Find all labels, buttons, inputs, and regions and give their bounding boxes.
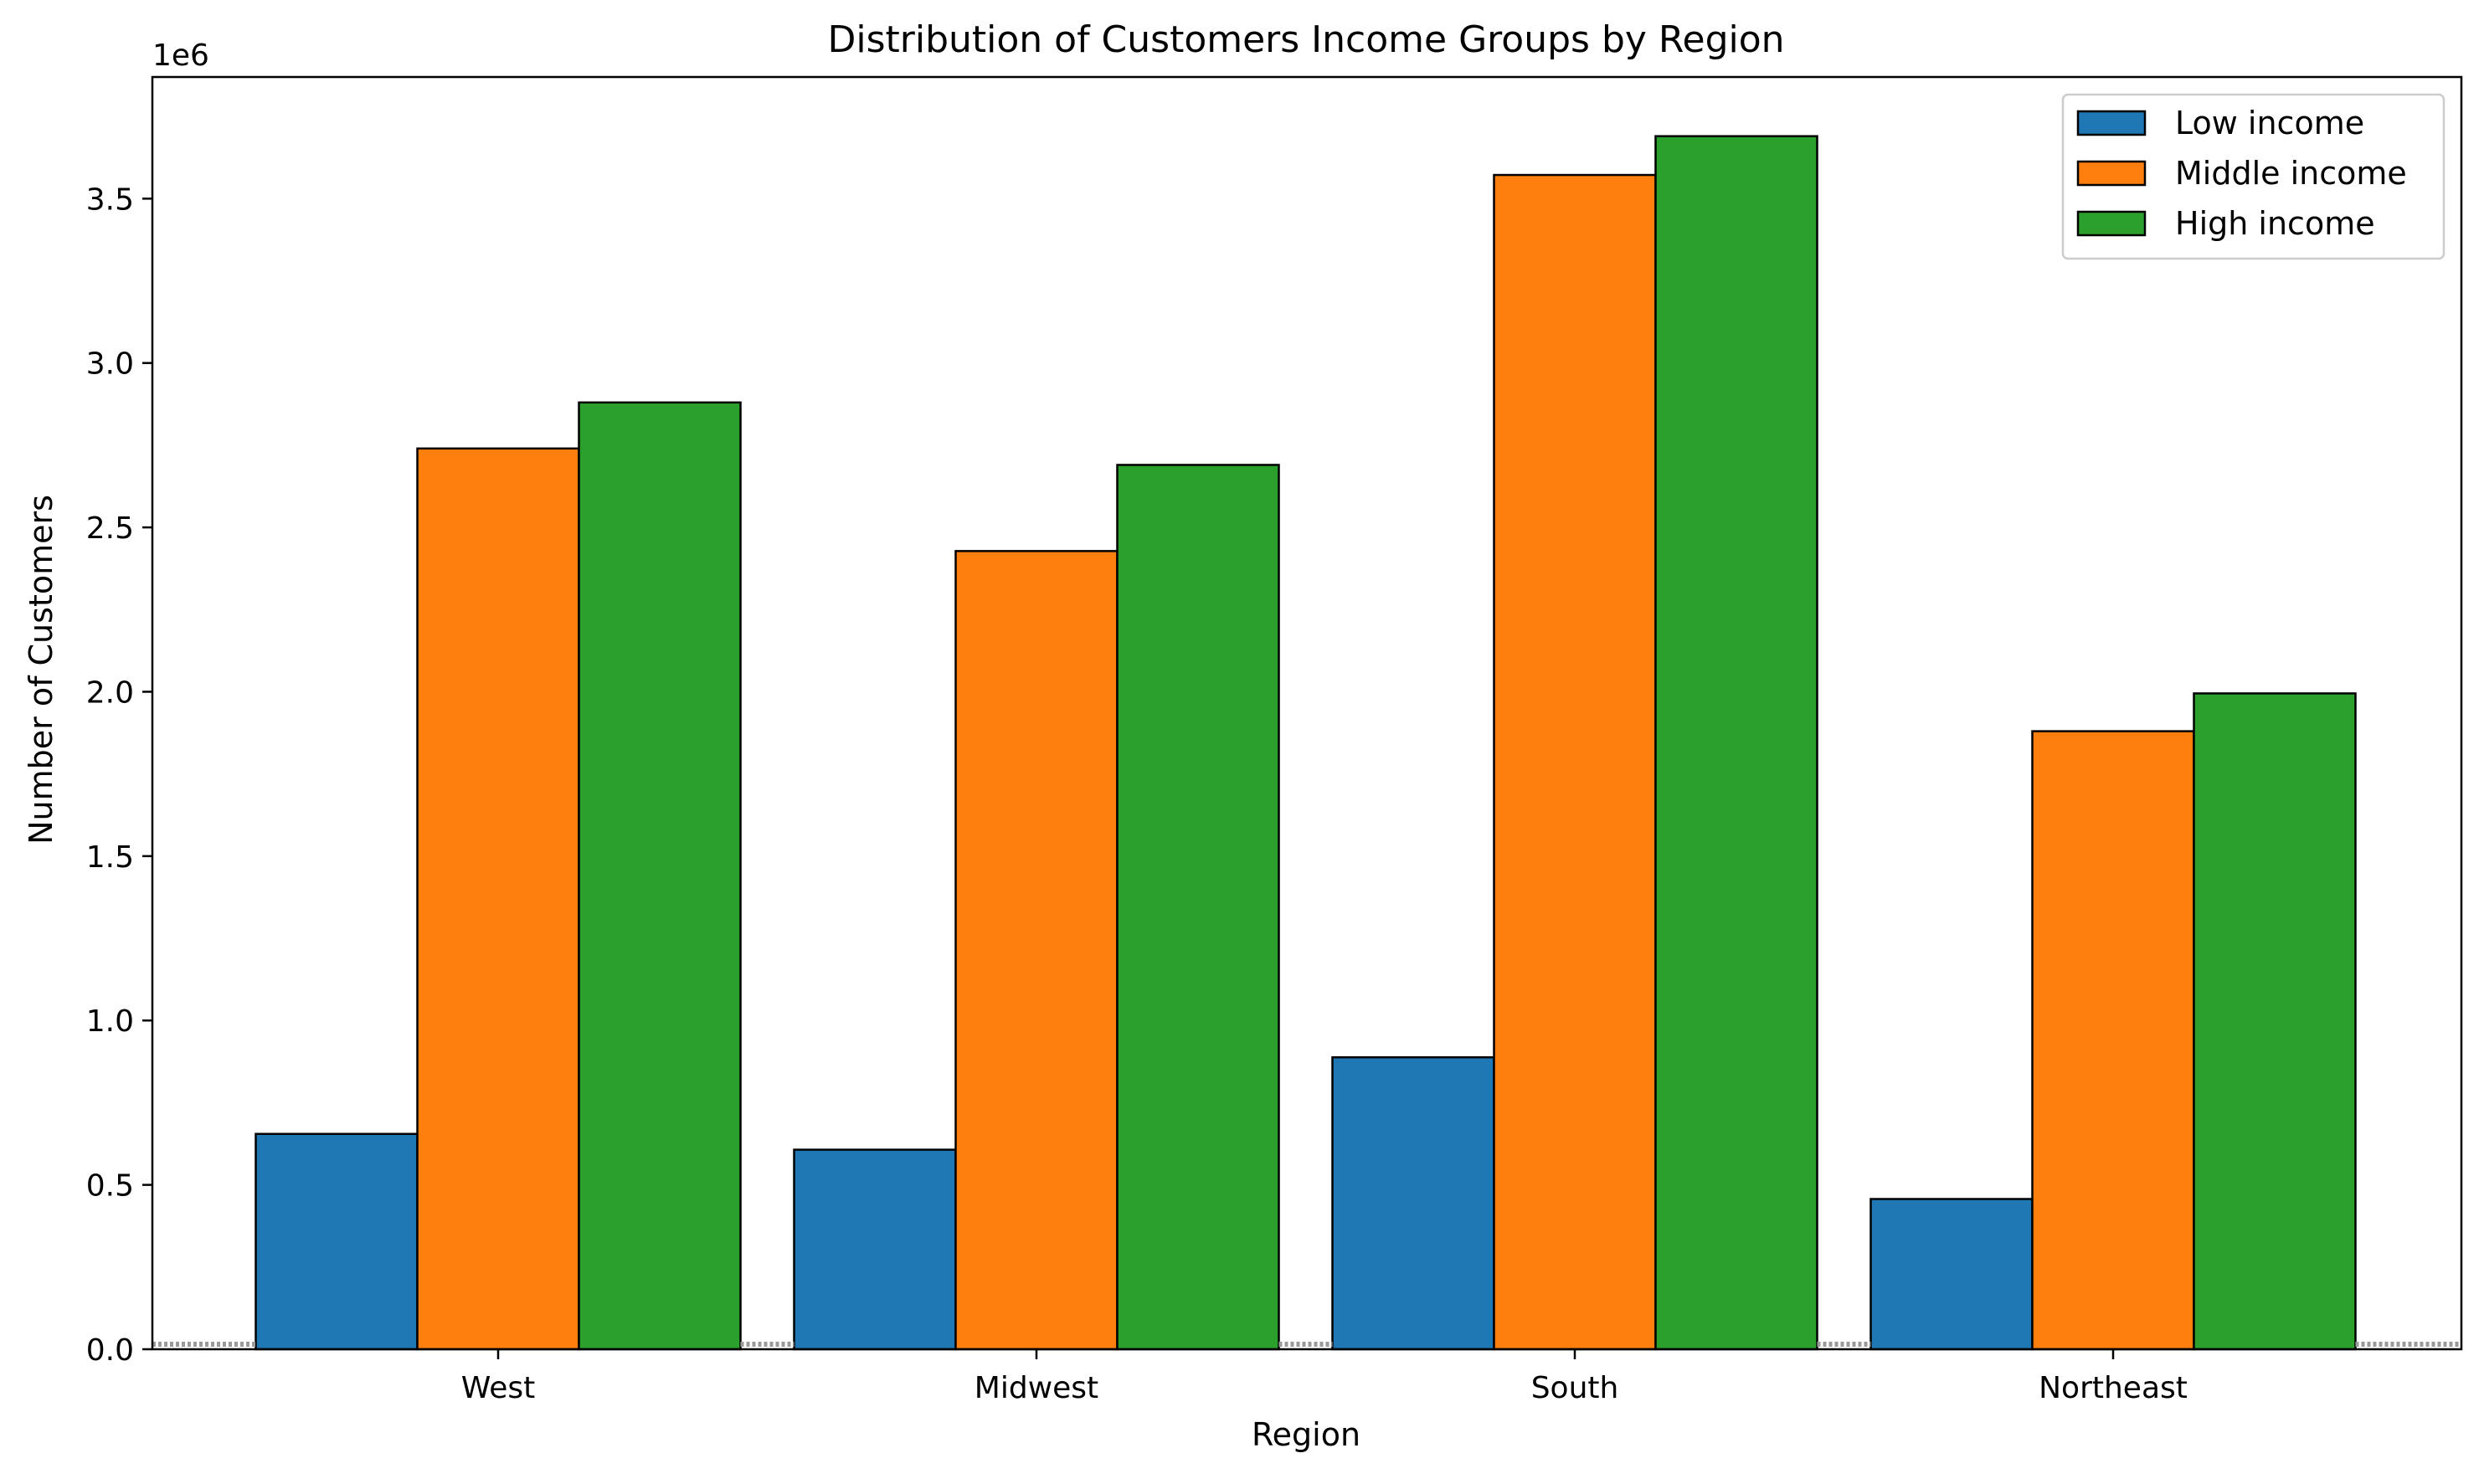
legend-swatch-high-income [2076, 210, 2147, 237]
legend-swatch-low-income [2076, 110, 2147, 136]
bar-northeast-high-income [2193, 692, 2357, 1351]
y-tick-label: 1.5 [86, 840, 134, 875]
plot-area-frame [151, 75, 2463, 1351]
bar-west-middle-income [416, 447, 580, 1351]
y-tick-label: 2.0 [86, 675, 134, 710]
legend-label-low-income: Low income [2175, 105, 2364, 141]
bar-midwest-low-income [793, 1148, 957, 1351]
bar-south-low-income [1331, 1055, 1495, 1351]
y-tick-label: 0.5 [86, 1169, 134, 1204]
x-tick-label-west: West [461, 1371, 536, 1405]
bar-south-middle-income [1493, 173, 1657, 1351]
x-axis-label: Region [1252, 1416, 1360, 1453]
x-tick-label-northeast: Northeast [2039, 1371, 2188, 1405]
legend: Low income Middle income High income [2061, 93, 2445, 260]
bar-northeast-middle-income [2031, 730, 2195, 1351]
legend-swatch-middle-income [2076, 160, 2147, 187]
y-axis-offset-label: 1e6 [152, 39, 209, 73]
bar-midwest-middle-income [954, 550, 1119, 1351]
legend-label-high-income: High income [2175, 205, 2375, 242]
legend-box [2061, 93, 2445, 260]
chart-title: Distribution of Customers Income Groups … [827, 18, 1784, 61]
y-axis-label: Number of Customers [23, 495, 59, 845]
y-tick-label: 2.5 [86, 511, 134, 546]
y-tick-label: 3.5 [86, 182, 134, 217]
y-tick-label: 0.0 [86, 1333, 134, 1368]
y-tick-label: 3.0 [86, 347, 134, 382]
x-tick-label-midwest: Midwest [975, 1371, 1098, 1405]
bar-midwest-high-income [1116, 464, 1280, 1351]
x-tick-label-south: South [1531, 1371, 1619, 1405]
bar-west-high-income [578, 401, 742, 1351]
bar-south-high-income [1654, 135, 1818, 1351]
legend-label-middle-income: Middle income [2175, 155, 2407, 192]
bar-west-low-income [255, 1132, 419, 1351]
bars-layer [255, 135, 2357, 1351]
y-tick-label: 1.0 [86, 1004, 134, 1039]
y-axis-ticks: 0.0 0.5 1.0 1.5 2.0 2.5 3.0 3.5 [86, 182, 152, 1368]
x-axis-ticks: West Midwest South Northeast [461, 1349, 2188, 1405]
bar-northeast-low-income [1869, 1198, 2034, 1351]
